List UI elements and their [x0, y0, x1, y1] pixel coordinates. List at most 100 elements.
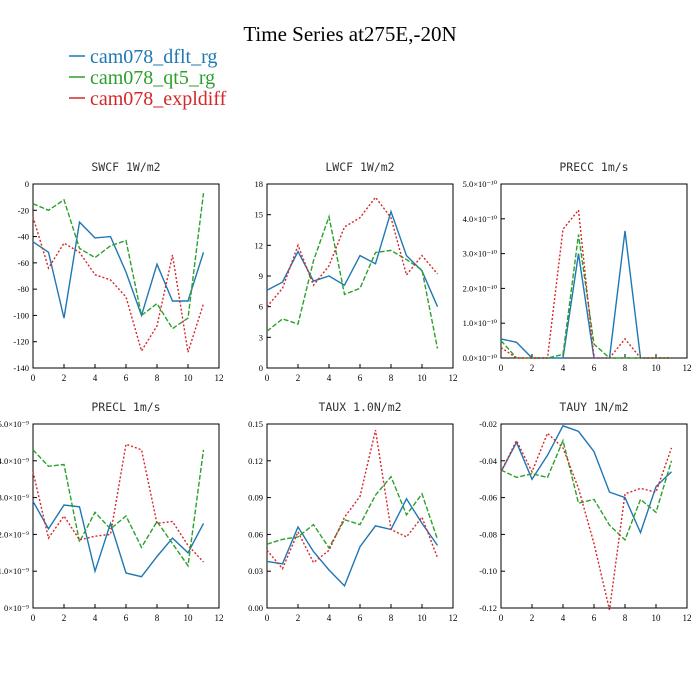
y-tick-label-tauy: -0.10 [479, 566, 497, 576]
x-tick-label-swcf: 2 [62, 373, 67, 383]
y-tick-label-lwcf: 3 [259, 332, 263, 342]
legend-label-qt5: cam078_qt5_rg [90, 67, 215, 89]
x-tick-label-precl: 12 [215, 613, 224, 623]
y-tick-label-tauy: -0.12 [479, 603, 497, 613]
legend-item-expl: cam078_expldiff [69, 88, 227, 110]
plot-frame-lwcf [266, 183, 454, 369]
panels-grid: SWCF 1W/m2 0 2 4 6 8 10 12 0 -20 -40 -60 -80 -100 -120… [0, 160, 692, 623]
y-tick-label-lwcf: 9 [259, 271, 263, 281]
y-tick-label-swcf: -100 [13, 310, 29, 320]
x-tick-label-lwcf: 12 [449, 373, 458, 383]
plot-frame-taux [266, 423, 454, 609]
x-tick-label-tauy: 0 [499, 613, 504, 623]
y-tick-label-precc: 1.0×10⁻¹⁰ [463, 318, 498, 328]
x-tick-label-taux: 10 [418, 613, 428, 623]
panel-title-taux: TAUX 1.0N/m2 [318, 400, 401, 414]
y-tick-label-precc: 3.0×10⁻¹⁰ [463, 249, 498, 259]
panel-taux: TAUX 1.0N/m2 0 2 4 6 8 10 12 0.00 0.03 0.06 0.09 0.1… [248, 400, 457, 623]
x-tick-label-precc: 2 [530, 363, 535, 373]
y-tick-label-swcf: -20 [18, 205, 29, 215]
series-line-dflt-precc [500, 230, 672, 359]
y-tick-label-tauy: -0.02 [479, 419, 497, 429]
x-tick-label-taux: 4 [327, 613, 332, 623]
y-tick-label-swcf: -120 [13, 337, 29, 347]
series-line-qt5-lwcf [266, 214, 439, 349]
x-tick-label-precc: 0 [499, 363, 504, 373]
series-line-expl-precc [500, 208, 672, 359]
x-tick-label-precl: 2 [62, 613, 67, 623]
y-tick-label-swcf: 0 [25, 179, 29, 189]
panel-swcf: SWCF 1W/m2 0 2 4 6 8 10 12 0 -20 -40 -60 -80 -100 -120… [13, 160, 223, 383]
x-tick-label-lwcf: 4 [327, 373, 332, 383]
series-line-dflt-tauy [500, 424, 672, 535]
x-tick-label-precc: 12 [683, 363, 692, 373]
series-line-qt5-precl [32, 449, 205, 568]
x-tick-label-precc: 8 [623, 363, 628, 373]
x-tick-label-taux: 0 [265, 613, 270, 623]
x-tick-label-precc: 6 [592, 363, 597, 373]
y-tick-label-precl: 3.0×10⁻⁹ [0, 493, 29, 503]
y-tick-label-lwcf: 6 [259, 302, 263, 312]
x-tick-label-lwcf: 0 [265, 373, 270, 383]
panel-title-tauy: TAUY 1N/m2 [559, 400, 628, 414]
figure-title: Time Series at275E,-20N [243, 22, 456, 46]
panel-tauy: TAUY 1N/m2 0 2 4 6 8 10 12 -0.02 -0.04 -0.06 -0.08 -… [479, 400, 691, 623]
x-tick-label-swcf: 12 [215, 373, 224, 383]
series-line-qt5-swcf [32, 193, 205, 330]
y-tick-label-precc: 0.0×10⁻¹⁰ [463, 353, 498, 363]
x-tick-label-taux: 2 [296, 613, 301, 623]
y-tick-label-taux: 0.15 [248, 419, 263, 429]
y-tick-label-tauy: -0.08 [479, 529, 497, 539]
x-tick-label-precl: 0 [31, 613, 36, 623]
legend-item-dflt: cam078_dflt_rg [69, 46, 217, 68]
x-tick-label-precc: 4 [561, 363, 566, 373]
y-tick-label-taux: 0.12 [248, 456, 263, 466]
x-tick-label-precl: 4 [93, 613, 98, 623]
x-tick-label-tauy: 10 [652, 613, 662, 623]
y-tick-label-precc: 4.0×10⁻¹⁰ [463, 214, 498, 224]
x-tick-label-taux: 12 [449, 613, 458, 623]
y-tick-label-swcf: -40 [18, 232, 29, 242]
x-tick-label-taux: 6 [358, 613, 363, 623]
panel-lwcf: LWCF 1W/m2 0 2 4 6 8 10 12 0 3 6 9 12 15 18 [255, 160, 458, 383]
y-tick-label-swcf: -60 [18, 258, 29, 268]
x-tick-label-tauy: 4 [561, 613, 566, 623]
y-tick-label-precl: 4.0×10⁻⁹ [0, 456, 29, 466]
series-line-dflt-swcf [32, 220, 205, 319]
x-tick-label-lwcf: 6 [358, 373, 363, 383]
y-tick-label-lwcf: 0 [259, 363, 263, 373]
x-tick-label-tauy: 8 [623, 613, 628, 623]
series-line-qt5-taux [266, 475, 439, 550]
y-tick-label-tauy: -0.06 [479, 493, 497, 503]
y-tick-label-swcf: -80 [18, 284, 29, 294]
y-tick-label-precl: 2.0×10⁻⁹ [0, 529, 29, 539]
panel-precl: PRECL 1m/s 0 2 4 6 8 10 12 0×10⁻⁹ 1.0×10⁻⁹ 2.0×10⁻… [0, 400, 224, 623]
x-tick-label-swcf: 10 [184, 373, 194, 383]
series-line-expl-lwcf [266, 196, 439, 308]
x-tick-label-swcf: 4 [93, 373, 98, 383]
x-tick-label-precl: 6 [124, 613, 129, 623]
y-tick-label-taux: 0.06 [248, 529, 263, 539]
legend-item-qt5: cam078_qt5_rg [69, 67, 215, 89]
x-tick-label-tauy: 6 [592, 613, 597, 623]
y-tick-label-taux: 0.00 [248, 603, 263, 613]
series-line-dflt-lwcf [266, 209, 439, 307]
series-line-dflt-taux [266, 497, 439, 588]
x-tick-label-precl: 8 [155, 613, 160, 623]
x-tick-label-taux: 8 [389, 613, 394, 623]
y-tick-label-precc: 2.0×10⁻¹⁰ [463, 283, 498, 293]
x-tick-label-lwcf: 8 [389, 373, 394, 383]
y-tick-label-lwcf: 12 [255, 240, 264, 250]
panel-title-swcf: SWCF 1W/m2 [91, 160, 160, 174]
y-tick-label-precl: 1.0×10⁻⁹ [0, 566, 29, 576]
y-tick-label-swcf: -140 [13, 363, 29, 373]
legend: cam078_dflt_rg cam078_qt5_rg cam078_expl… [69, 46, 227, 110]
x-tick-label-swcf: 6 [124, 373, 129, 383]
x-tick-label-tauy: 2 [530, 613, 535, 623]
series-line-qt5-tauy [500, 438, 673, 542]
panel-title-precl: PRECL 1m/s [91, 400, 160, 414]
y-tick-label-taux: 0.09 [248, 493, 263, 503]
series-line-dflt-precl [32, 500, 205, 578]
x-tick-label-swcf: 8 [155, 373, 160, 383]
